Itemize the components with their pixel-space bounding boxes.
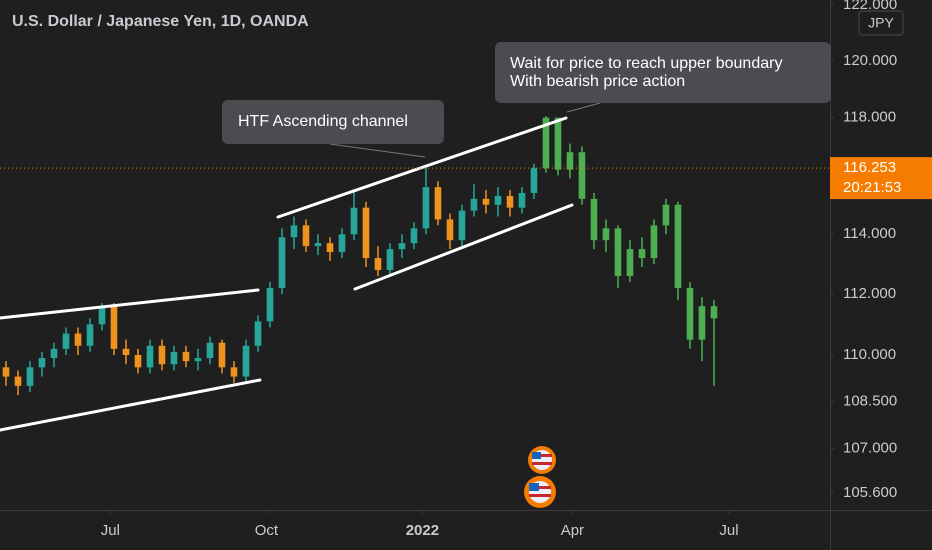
candle-body — [446, 219, 454, 241]
candle-body — [422, 187, 430, 229]
callout-pointer — [566, 102, 601, 113]
candle-body — [542, 117, 550, 169]
candle-body — [170, 351, 178, 365]
candle-body — [362, 207, 370, 259]
candle-body — [530, 168, 538, 193]
x-tick-label: Jul — [719, 522, 738, 539]
x-tick-label: Jul — [101, 522, 120, 539]
callout-box — [222, 100, 444, 144]
callout-pointer — [329, 143, 426, 158]
candle-body — [674, 204, 682, 289]
candle-body — [626, 249, 634, 277]
candle-body — [482, 198, 490, 205]
candle-body — [110, 306, 118, 349]
y-tick-label: 107.000 — [843, 439, 897, 456]
candle-body — [158, 345, 166, 365]
countdown-label: 20:21:53 — [843, 179, 901, 196]
candle-body — [302, 225, 310, 247]
candle-body — [386, 249, 394, 271]
candle-body — [494, 195, 502, 205]
candle-body — [242, 345, 250, 377]
x-tick-label: 2022 — [406, 522, 439, 539]
candle-body — [650, 225, 658, 259]
event-flags — [524, 446, 556, 508]
candle-body — [290, 225, 298, 238]
y-tick-label: 112.000 — [843, 285, 896, 302]
candle-body — [698, 306, 706, 340]
candle-body — [194, 358, 202, 362]
candle-body — [458, 210, 466, 241]
candle-body — [254, 321, 262, 346]
candle-body — [638, 249, 646, 259]
y-tick-label: 118.000 — [843, 109, 896, 126]
y-tick-label: 108.500 — [843, 392, 897, 409]
candle-body — [14, 376, 22, 386]
candle-body — [122, 348, 130, 355]
candle-body — [98, 306, 106, 325]
candle-body — [662, 204, 670, 226]
candle-body — [182, 351, 190, 362]
candle-body — [146, 345, 154, 368]
candle-body — [590, 198, 598, 241]
y-tick-label: 120.000 — [843, 52, 897, 69]
callout-text: With bearish price action — [510, 73, 685, 90]
candle-body — [134, 354, 142, 368]
x-tick-label: Oct — [255, 522, 279, 539]
last-price-box — [830, 157, 932, 200]
candle-body — [50, 348, 58, 359]
candle-body — [554, 117, 562, 170]
candle-body — [74, 333, 82, 346]
candle-body — [350, 207, 358, 235]
candle-body — [230, 367, 238, 377]
x-tick-label: Apr — [561, 522, 584, 539]
callout-text: HTF Ascending channel — [238, 113, 408, 130]
candle-body — [614, 228, 622, 277]
candle-body — [266, 288, 274, 322]
candle-body — [518, 192, 526, 208]
last-price-label: 116.253 — [843, 159, 896, 176]
y-tick-label: 105.600 — [843, 484, 897, 501]
trend-lines — [0, 116, 574, 432]
candle-body — [506, 195, 514, 208]
candle-body — [38, 358, 46, 368]
candle-body — [578, 152, 586, 199]
channel-line — [353, 203, 574, 291]
candle-body — [470, 198, 478, 211]
y-tick-label: 110.000 — [843, 346, 896, 363]
callout-box — [495, 42, 831, 103]
y-tick-label: 114.000 — [843, 225, 896, 242]
candle-body — [686, 288, 694, 340]
candle-body — [434, 187, 442, 220]
candle-body — [410, 228, 418, 244]
candle-body — [602, 228, 610, 241]
callout-text: Wait for price to reach upper boundary — [510, 55, 782, 72]
candle-body — [218, 342, 226, 368]
channel-line — [276, 116, 568, 219]
candle-body — [278, 237, 286, 289]
currency-label: JPY — [868, 15, 894, 31]
candle-body — [326, 243, 334, 253]
candle-body — [26, 367, 34, 386]
candle-body — [2, 367, 10, 377]
candle-body — [710, 306, 718, 319]
candle-body — [398, 243, 406, 250]
candle-body — [206, 342, 214, 359]
y-tick-label: 122.000 — [843, 0, 897, 13]
candles — [2, 116, 718, 396]
currency-badge — [858, 10, 904, 36]
candle-body — [86, 324, 94, 346]
candle-body — [338, 234, 346, 253]
channel-line — [0, 288, 260, 320]
candle-body — [62, 333, 70, 349]
channel-line — [0, 378, 262, 432]
candle-body — [314, 243, 322, 247]
chart-title: U.S. Dollar / Japanese Yen, 1D, OANDA — [12, 13, 309, 30]
candle-body — [374, 258, 382, 271]
candle-body — [566, 152, 574, 170]
